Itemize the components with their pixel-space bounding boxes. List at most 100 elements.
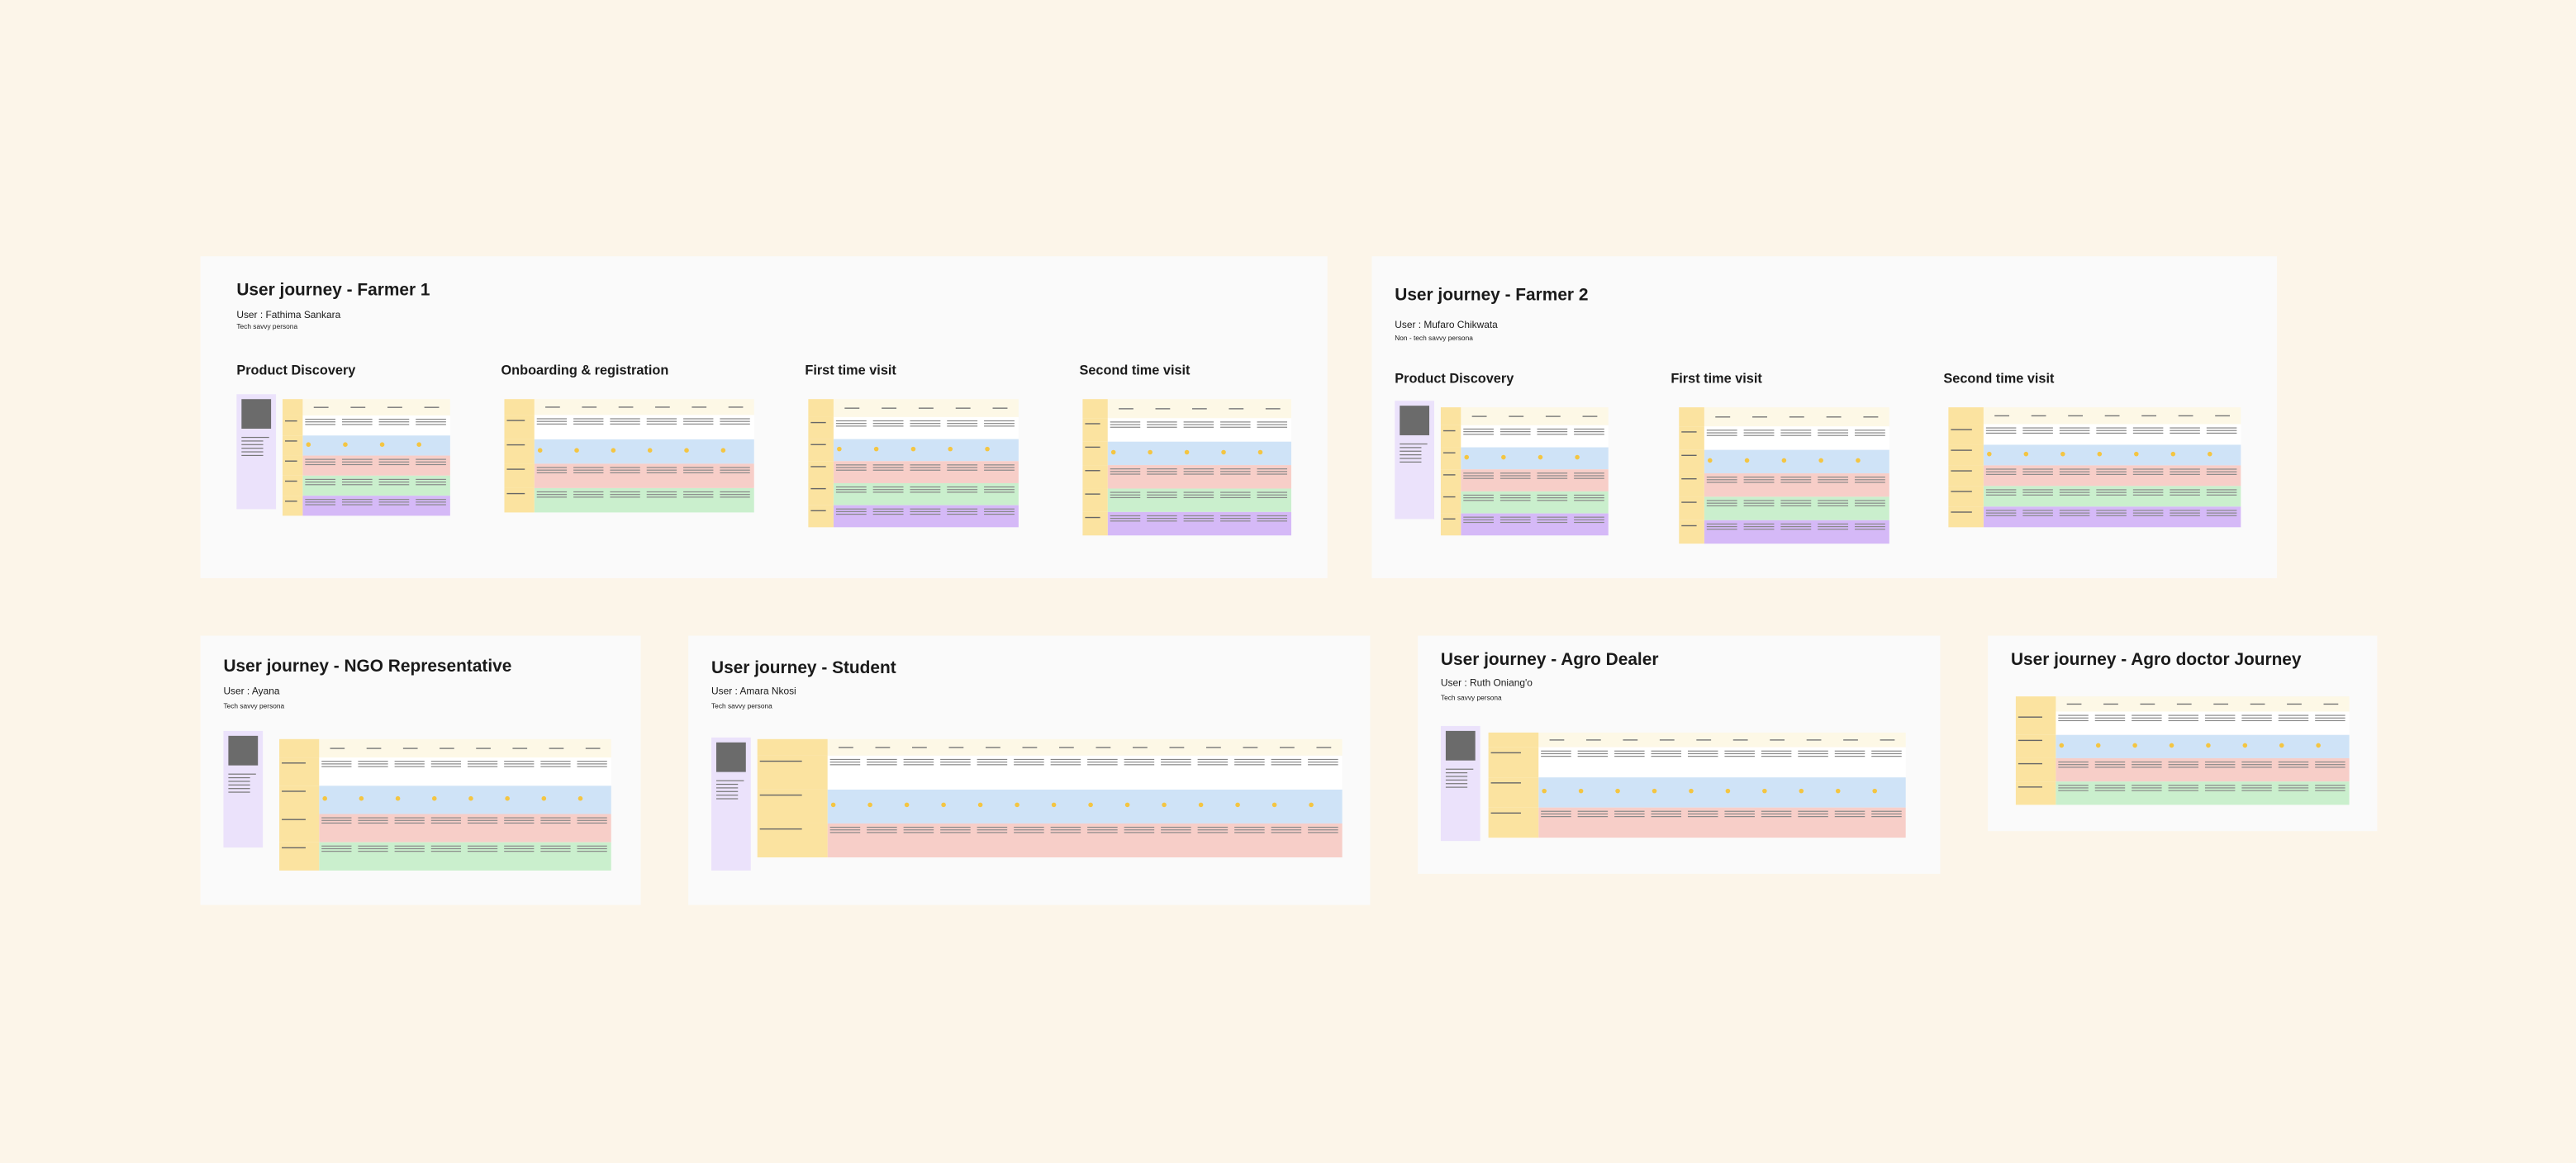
- cell-text: [2132, 491, 2164, 493]
- cell-text: [1743, 434, 1775, 436]
- cell-text: [1271, 829, 1302, 831]
- emoji: [505, 795, 510, 801]
- cell-text: [2170, 512, 2200, 514]
- table-row: [1983, 486, 2241, 507]
- emoji: [1689, 788, 1694, 794]
- header-text: [1623, 739, 1638, 741]
- cell-text: [2058, 719, 2089, 722]
- cell-text: [1724, 752, 1755, 755]
- cell-text: [1537, 521, 1568, 524]
- emoji: [1464, 454, 1470, 460]
- cell-text: [1537, 431, 1568, 433]
- cell-text: [1743, 502, 1775, 504]
- cell-text: [835, 513, 867, 515]
- cell-text: [2132, 515, 2164, 516]
- table-row: [302, 496, 450, 516]
- cell-text: [358, 851, 388, 852]
- cell-text: [1537, 472, 1568, 474]
- cell-text: [1761, 810, 1792, 812]
- cell-text: [1220, 426, 1251, 428]
- cell-text: [1706, 432, 1737, 434]
- cell-text: [341, 418, 373, 420]
- cell-text: [1985, 491, 2017, 493]
- cell-text: [947, 489, 978, 491]
- emoji: [1538, 454, 1543, 460]
- header-text: [1509, 415, 1524, 417]
- cell-text: [1743, 525, 1775, 528]
- table-label-cell: [504, 487, 535, 513]
- emoji: [985, 446, 990, 452]
- cell-text: [504, 766, 535, 767]
- cell-text: [573, 496, 604, 498]
- cell-text: [2022, 512, 2053, 514]
- cell-text: [305, 418, 336, 420]
- cell-text: [2022, 432, 2053, 434]
- cell-text: [1687, 810, 1718, 812]
- cell-text: [321, 822, 352, 824]
- cell-text: [577, 817, 607, 819]
- cell-text: [610, 494, 640, 496]
- cell-text: [720, 469, 750, 471]
- emoji: [910, 446, 916, 452]
- cell-text: [540, 817, 571, 819]
- emoji: [1818, 458, 1823, 463]
- cell-text: [1574, 475, 1604, 477]
- cell-text: [910, 513, 941, 515]
- table-label-cell: [283, 415, 303, 436]
- emoji: [1015, 802, 1019, 808]
- emoji: [1198, 802, 1204, 808]
- cell-text: [1854, 434, 1885, 436]
- table-row: [319, 786, 611, 814]
- cell-text: [646, 420, 677, 422]
- table-label-cell: [1488, 777, 1539, 808]
- table-label-cell: [2015, 757, 2056, 782]
- cell-text: [1308, 826, 1338, 828]
- table-header-row: [757, 738, 1343, 756]
- emoji: [416, 442, 421, 447]
- cell-text: [321, 761, 352, 762]
- label-text: [1951, 429, 1972, 430]
- cell-text: [1050, 826, 1081, 828]
- cell-text: [341, 458, 373, 460]
- cell-text: [646, 494, 677, 496]
- cell-text: [2022, 468, 2053, 470]
- header-text: [882, 407, 897, 409]
- cell-text: [2132, 764, 2162, 766]
- cell-text: [910, 423, 941, 425]
- table-header-row: [1082, 399, 1291, 419]
- cell-text: [1147, 468, 1177, 470]
- cell-text: [1651, 816, 1682, 818]
- cell-text: [2022, 473, 2053, 475]
- cell-text: [903, 829, 934, 831]
- cell-text: [835, 464, 867, 466]
- cell-text: [2059, 427, 2090, 429]
- cell-text: [1871, 810, 1902, 812]
- emoji: [1707, 458, 1713, 463]
- cell-text: [321, 817, 352, 819]
- table-row: [827, 789, 1343, 824]
- table-row: [534, 487, 754, 513]
- cell-text: [1183, 515, 1214, 517]
- cell-text: [2278, 719, 2309, 722]
- cell-text: [2059, 473, 2090, 475]
- cell-text: [1463, 500, 1494, 501]
- table-header-row: [283, 399, 450, 415]
- header-text: [1243, 747, 1258, 748]
- table-row: [1107, 441, 1291, 466]
- section-heading: Onboarding & registration: [501, 363, 668, 378]
- cell-text: [378, 499, 410, 501]
- emoji: [2206, 743, 2211, 748]
- cell-text: [1220, 494, 1251, 496]
- cell-text: [430, 761, 462, 762]
- cell-text: [430, 819, 462, 821]
- emoji: [1221, 449, 1226, 455]
- user-name: User : Amara Nkosi: [711, 685, 796, 696]
- table-label-cell: [283, 496, 303, 516]
- cell-text: [1541, 756, 1571, 757]
- header-text: [1659, 739, 1675, 741]
- cell-text: [467, 819, 498, 821]
- header-text: [1316, 747, 1332, 748]
- cell-text: [1463, 494, 1494, 496]
- cell-text: [1985, 427, 2017, 429]
